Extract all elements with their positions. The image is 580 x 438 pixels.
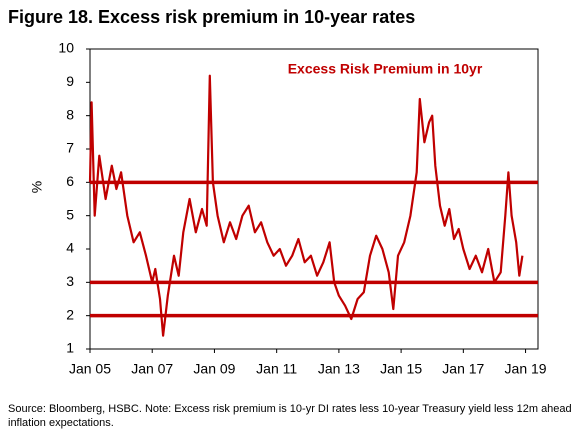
plot-frame [89,48,539,350]
y-tick-label: 2 [66,306,74,322]
y-tick-label: 9 [66,73,74,89]
x-tick-label: Jan 17 [442,361,484,377]
x-tick-label: Jan 09 [193,361,235,377]
y-tick-label: 3 [66,273,74,289]
y-tick-label: 6 [66,173,74,189]
annotation: Excess Risk Premium in 10yr [288,61,483,77]
chart-title: Figure 18. Excess risk premium in 10-yea… [8,7,415,27]
y-tick-label: 4 [66,240,74,256]
y-tick-label: 8 [66,106,74,122]
data-line [88,74,524,337]
y-tick-label: 10 [58,40,74,56]
x-tick-label: Jan 19 [505,361,547,377]
y-axis-label: % [29,181,45,193]
x-tick-label: Jan 13 [318,361,360,377]
x-tick-label: Jan 11 [256,361,297,377]
y-tick-label: 7 [66,140,74,156]
y-tick-label: 1 [66,340,74,356]
y-tick-label: 5 [66,206,74,222]
x-tick-label: Jan 15 [380,361,422,377]
x-tick-label: Jan 07 [131,361,173,377]
x-tick-label: Jan 05 [69,361,111,377]
chart: Figure 18. Excess risk premium in 10-yea… [8,7,547,377]
source-note: Source: Bloomberg, HSBC. Note: Excess ri… [8,403,572,429]
